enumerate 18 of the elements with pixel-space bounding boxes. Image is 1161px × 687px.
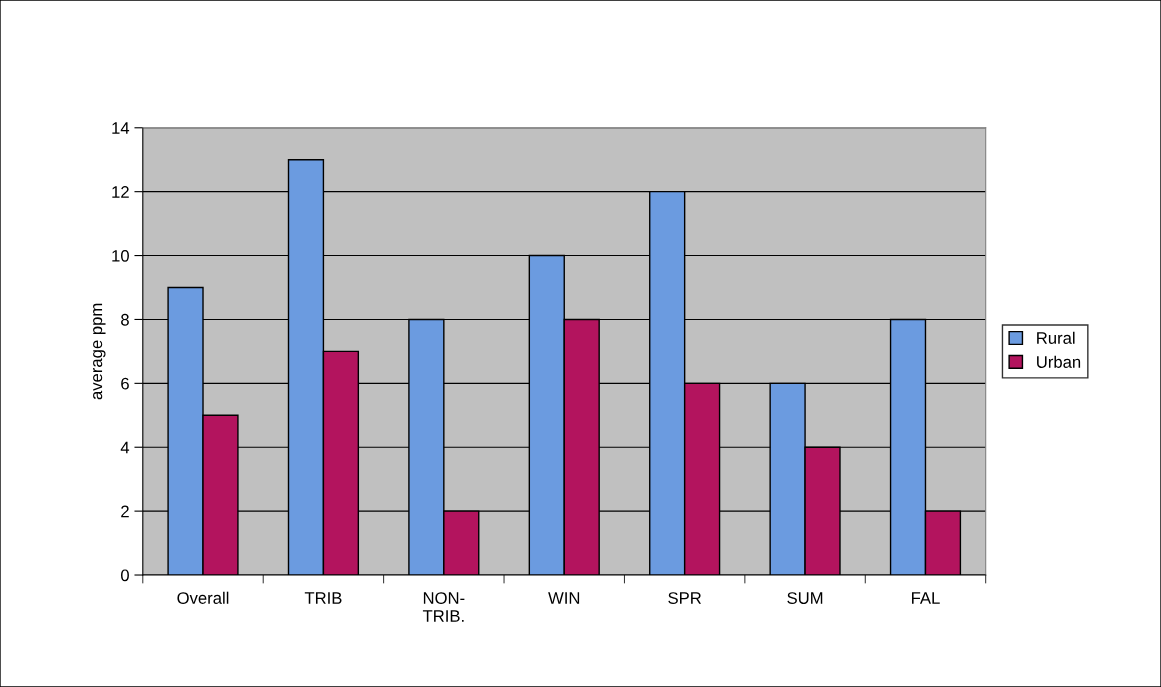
x-tick-label: TRIB xyxy=(304,592,342,604)
x-tick-label: FAL xyxy=(912,592,940,604)
legend-label: Urban xyxy=(1037,355,1081,368)
y-tick-label: 4 xyxy=(120,441,130,454)
x-tick-label: SPR xyxy=(668,592,702,604)
y-tick-label: 6 xyxy=(121,377,129,390)
y-tick-label: 10 xyxy=(112,249,129,262)
y-tick-label: 0 xyxy=(120,569,129,582)
x-tick-label: NON- TRIB. xyxy=(422,592,465,622)
y-axis-title: average ppm xyxy=(93,303,106,400)
y-tick-label: 8 xyxy=(121,313,129,326)
y-tick-label: 14 xyxy=(112,122,130,134)
x-tick-label: WIN xyxy=(548,592,580,604)
x-tick-label: Overall xyxy=(177,591,229,604)
x-tick-label: SUM xyxy=(787,592,823,604)
legend-label: Rural xyxy=(1037,331,1075,344)
y-tick-label: 2 xyxy=(121,505,129,518)
y-tick-label: 12 xyxy=(112,186,129,198)
